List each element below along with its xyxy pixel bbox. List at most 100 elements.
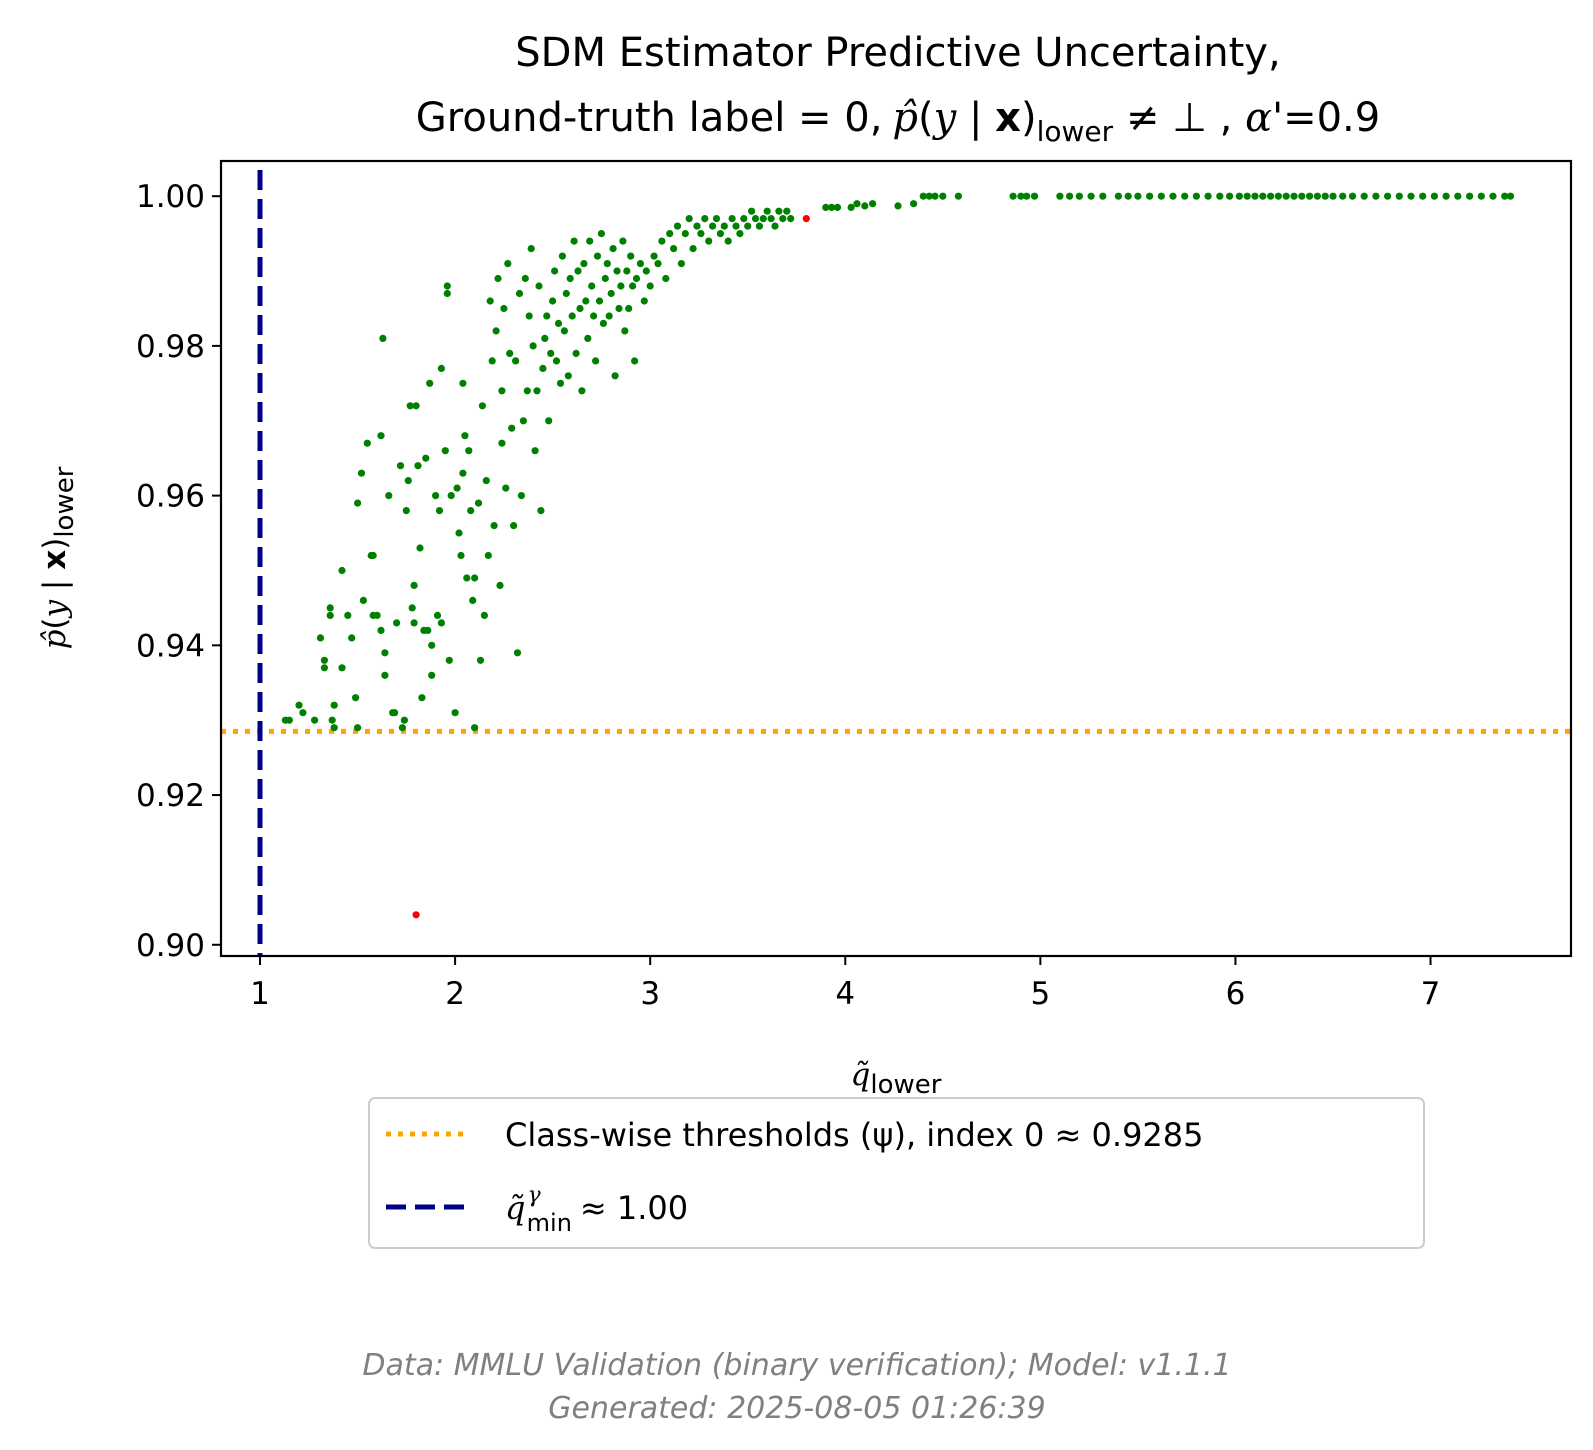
point-correct: [385, 492, 393, 500]
point-correct: [566, 274, 574, 283]
point-correct: [584, 334, 592, 342]
point-correct: [615, 304, 623, 313]
point-correct: [1430, 192, 1438, 200]
point-correct: [354, 499, 362, 507]
point-correct: [1489, 192, 1497, 200]
point-correct: [732, 222, 740, 230]
point-correct: [613, 267, 621, 275]
point-correct: [693, 222, 701, 230]
x-tick-label: 1: [250, 976, 270, 1012]
point-correct: [1251, 192, 1259, 200]
point-correct: [654, 260, 662, 268]
point-correct: [1282, 192, 1290, 200]
point-correct: [486, 297, 494, 305]
point-correct: [724, 237, 732, 245]
point-correct: [494, 274, 502, 283]
point-correct: [601, 274, 609, 283]
point-correct: [482, 477, 490, 485]
point-correct: [931, 192, 939, 200]
point-correct: [424, 626, 432, 635]
point-correct: [369, 551, 377, 560]
chart-title: SDM Estimator Predictive Uncertainty, Gr…: [416, 30, 1380, 148]
point-correct: [1267, 192, 1275, 200]
point-correct: [433, 611, 442, 620]
point-correct: [627, 252, 635, 260]
point-correct: [1419, 192, 1427, 200]
point-correct: [1157, 192, 1165, 200]
point-correct: [580, 260, 588, 268]
point-correct: [521, 274, 529, 283]
point-correct: [1181, 192, 1189, 200]
point-correct: [414, 462, 422, 470]
point-correct: [751, 215, 760, 223]
x-tick-label: 4: [835, 976, 855, 1012]
point-correct: [506, 349, 514, 357]
point-correct: [344, 611, 352, 620]
point-correct: [1146, 192, 1154, 200]
point-correct: [320, 656, 328, 664]
point-correct: [432, 492, 440, 500]
point-correct: [650, 252, 658, 260]
point-correct: [552, 357, 561, 365]
point-correct: [642, 267, 650, 275]
point-correct: [919, 192, 927, 200]
y-tick-label: 0.96: [136, 479, 205, 515]
title-line-1: SDM Estimator Predictive Uncertainty,: [515, 30, 1280, 76]
point-correct: [435, 507, 444, 515]
point-correct: [1075, 192, 1083, 200]
point-correct: [531, 447, 539, 455]
point-correct: [463, 574, 471, 582]
point-correct: [787, 215, 795, 223]
point-correct: [1009, 192, 1017, 200]
point-correct: [755, 222, 764, 230]
point-correct: [437, 619, 445, 627]
point-correct: [1056, 192, 1064, 200]
x-tick-label: 3: [640, 976, 660, 1012]
point-correct: [611, 372, 619, 380]
point-correct: [779, 215, 787, 223]
point-correct: [404, 477, 412, 485]
point-correct: [1066, 192, 1074, 200]
point-correct: [744, 222, 752, 230]
point-incorrect: [412, 911, 420, 919]
point-correct: [517, 492, 526, 500]
point-correct: [1454, 192, 1462, 200]
point-correct: [759, 215, 767, 223]
x-axis-ticks: 1 2 3 4 5 6 7: [250, 956, 1440, 1012]
point-correct: [1501, 192, 1509, 200]
title-line-2-suffix: '=0.9: [1272, 95, 1380, 141]
point-correct: [519, 417, 528, 425]
point-correct: [471, 724, 479, 732]
point-correct: [529, 342, 537, 350]
point-correct: [459, 469, 467, 477]
point-correct: [316, 634, 325, 642]
point-correct: [716, 230, 725, 238]
point-correct: [636, 260, 645, 268]
point-correct: [767, 215, 775, 223]
point-correct: [1395, 192, 1403, 200]
point-correct: [410, 619, 418, 627]
point-correct: [299, 709, 307, 717]
point-correct: [348, 634, 356, 642]
point-correct: [582, 297, 590, 305]
point-correct: [511, 357, 520, 365]
point-correct: [1087, 192, 1095, 200]
point-correct: [465, 447, 473, 455]
point-correct: [545, 417, 553, 425]
point-correct: [455, 529, 463, 537]
point-correct: [1204, 192, 1212, 200]
point-correct: [1226, 192, 1234, 200]
legend-threshold-label: Class-wise thresholds (ψ), index 0 ≈ 0.9…: [505, 1116, 1204, 1154]
point-correct: [471, 574, 479, 582]
title-line-2-prefix: Ground-truth label = 0,: [416, 95, 883, 141]
point-correct: [728, 215, 736, 223]
point-correct: [338, 566, 346, 575]
point-correct: [681, 230, 689, 238]
point-correct: [379, 334, 387, 342]
point-correct: [396, 462, 405, 470]
point-correct: [443, 282, 451, 290]
point-correct: [1030, 192, 1039, 200]
point-correct: [496, 581, 504, 590]
point-correct: [377, 626, 385, 635]
